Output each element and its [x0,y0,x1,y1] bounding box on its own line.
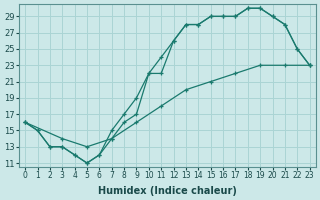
X-axis label: Humidex (Indice chaleur): Humidex (Indice chaleur) [98,186,237,196]
